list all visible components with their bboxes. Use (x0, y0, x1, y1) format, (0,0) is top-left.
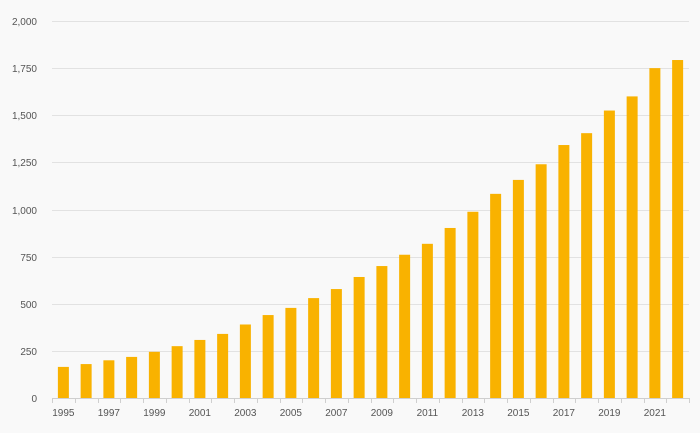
x-tick-label: 2017 (553, 408, 576, 419)
x-tick-label: 2015 (507, 408, 530, 419)
bar-1999 (148, 351, 160, 398)
y-tick-label: 1,250 (12, 158, 37, 169)
bar-2018 (581, 133, 593, 398)
x-tick-label: 2005 (280, 408, 303, 419)
bar-2021 (649, 68, 661, 399)
bar-1996 (80, 364, 92, 398)
bar-2001 (194, 339, 206, 398)
x-tick-label: 2009 (371, 408, 394, 419)
y-tick-label: 1,750 (12, 64, 37, 75)
bar-2010 (399, 254, 411, 398)
bar-2020 (626, 96, 638, 399)
y-tick-label: 750 (20, 253, 37, 264)
y-axis-labels: 0 250 500 750 1,000 1,250 1,500 1,750 2,000 (12, 17, 37, 405)
grid-layer (52, 21, 689, 352)
bar-2000 (171, 346, 183, 398)
bar-2006 (308, 298, 320, 398)
x-tick-label: 2011 (417, 408, 439, 419)
y-tick-label: 250 (20, 347, 37, 358)
bar-2012 (444, 227, 456, 398)
bar-2003 (239, 324, 251, 398)
x-tick-label: 2007 (325, 408, 348, 419)
bar-2008 (353, 276, 365, 398)
y-tick-label: 1,500 (12, 111, 37, 122)
x-tick-label: 1997 (98, 408, 121, 419)
x-axis-labels: 1995 1997 1999 2001 2003 2005 2007 2009 2011 2013… (52, 408, 666, 419)
bar-2014 (490, 193, 502, 398)
bar-2005 (285, 307, 297, 398)
bar-1998 (126, 356, 138, 398)
bar-2016 (535, 164, 547, 398)
bar-1997 (103, 360, 115, 398)
x-tick-label: 2013 (462, 408, 485, 419)
x-tick-label: 1995 (52, 408, 75, 419)
x-tick-label: 2003 (234, 408, 257, 419)
bar-2015 (512, 179, 524, 398)
y-tick-label: 0 (31, 394, 37, 405)
bar-2019 (603, 110, 615, 398)
bar-2013 (467, 211, 479, 398)
x-tick-label: 2019 (598, 408, 621, 419)
axis-layer (52, 398, 690, 403)
bar-1995 (57, 366, 69, 398)
bar-2011 (421, 243, 433, 398)
y-tick-label: 500 (20, 300, 37, 311)
x-tick-label: 1999 (143, 408, 166, 419)
bar-2004 (262, 315, 274, 398)
bar-2009 (376, 266, 388, 398)
bar-2022 (672, 60, 684, 399)
y-tick-label: 1,000 (12, 206, 37, 217)
x-tick-label: 2021 (644, 408, 667, 419)
bar-2002 (217, 333, 229, 398)
bars-layer (57, 60, 684, 399)
y-tick-label: 2,000 (12, 17, 37, 28)
bar-2007 (330, 289, 342, 398)
bar-2017 (558, 145, 570, 398)
x-tick-label: 2001 (189, 408, 212, 419)
